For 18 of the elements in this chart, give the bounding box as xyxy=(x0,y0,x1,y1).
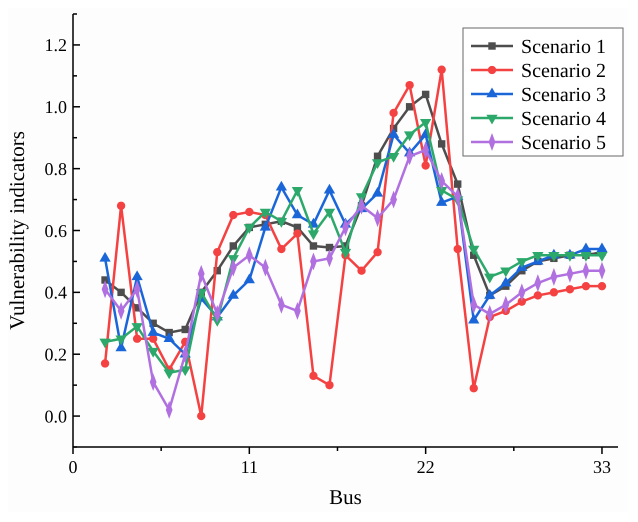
legend-label: Scenario 2 xyxy=(521,60,606,82)
legend-label: Scenario 5 xyxy=(521,132,606,154)
x-axis-title: Bus xyxy=(329,485,362,509)
x-tick-label: 0 xyxy=(68,457,78,477)
y-tick-label: 1.2 xyxy=(44,35,67,56)
y-tick-label: 1.0 xyxy=(44,97,67,118)
x-tick-label: 22 xyxy=(416,457,435,477)
y-tick-label: 0.8 xyxy=(44,158,67,179)
y-tick-label: 0.4 xyxy=(44,282,67,303)
y-tick-label: 0.6 xyxy=(44,220,67,241)
x-tick-label: 11 xyxy=(240,457,258,477)
y-axis-title: Vulnerability indicators xyxy=(5,131,29,330)
legend-label: Scenario 3 xyxy=(521,84,606,106)
y-tick-label: 0.0 xyxy=(44,406,67,426)
x-tick-label: 33 xyxy=(592,457,611,477)
legend-label: Scenario 4 xyxy=(521,108,606,130)
y-tick-label: 0.2 xyxy=(44,344,67,365)
legend-label: Scenario 1 xyxy=(521,36,606,58)
